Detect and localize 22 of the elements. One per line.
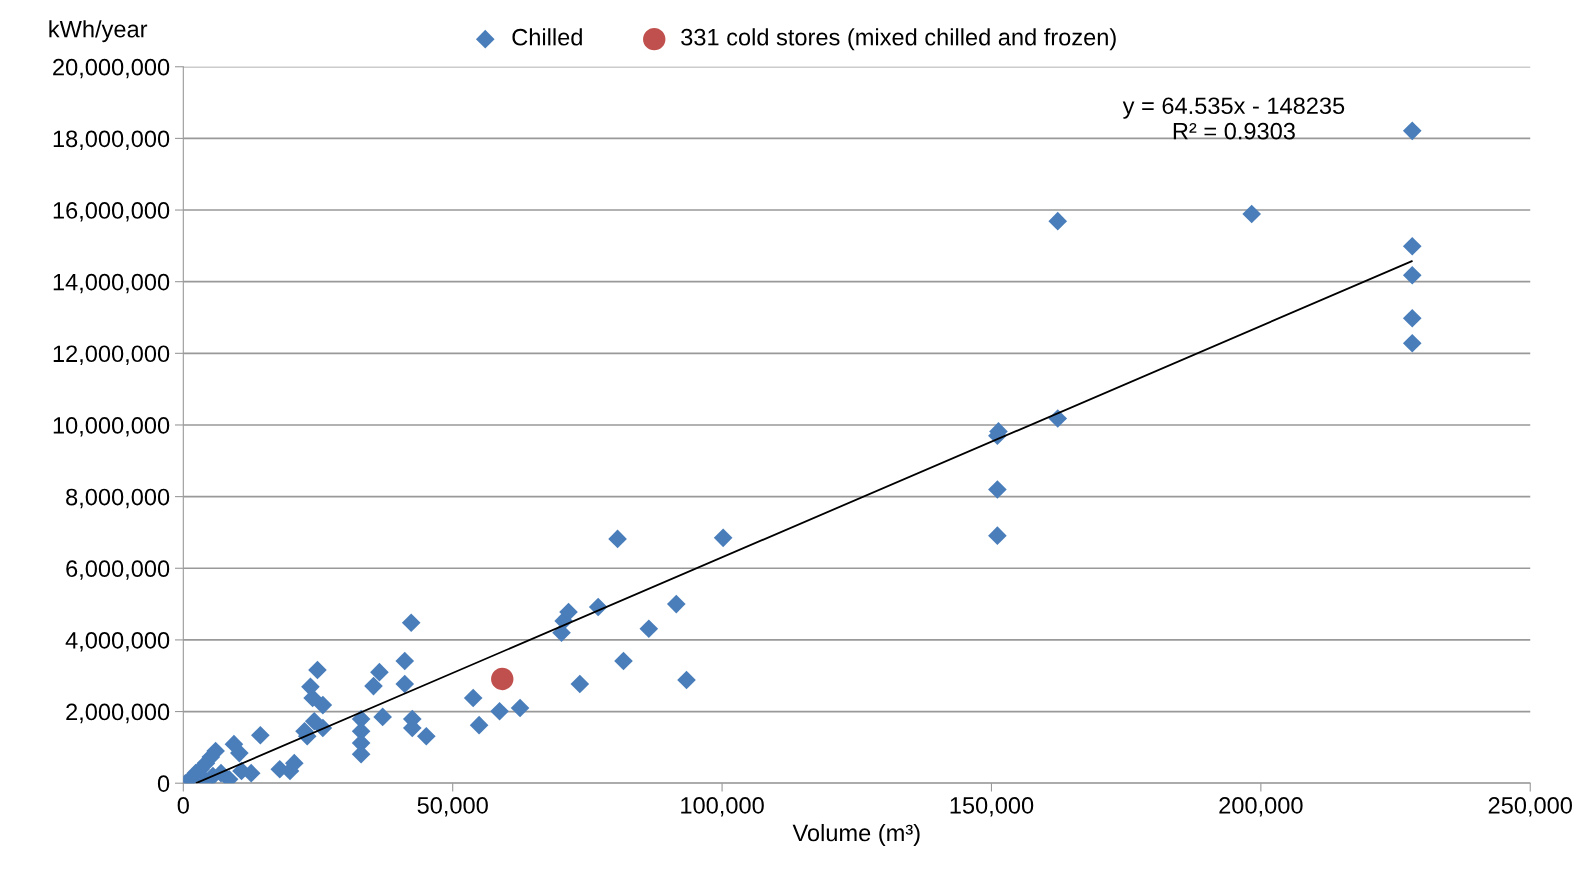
x-axis-title: Volume (m³) bbox=[792, 823, 920, 846]
annotation: y = 64.535x - 148235 R² = 0.9303 bbox=[1122, 97, 1345, 140]
y-tick-label: 14,000,000 bbox=[53, 273, 170, 294]
y-tick-label: 10,000,000 bbox=[53, 417, 170, 437]
x-tick-label: 50,000 bbox=[417, 797, 488, 817]
legend-label: Chilled bbox=[512, 28, 582, 46]
y-tick-label: 0 bbox=[157, 775, 170, 792]
legend-label: 331 cold stores (mixed chilled and frozen) bbox=[681, 28, 1116, 51]
y-tick-label: 16,000,000 bbox=[53, 202, 170, 222]
y-tick-label: 8,000,000 bbox=[66, 488, 170, 509]
y-tick-label: 2,000,000 bbox=[66, 703, 170, 724]
y-tick-label: 6,000,000 bbox=[66, 560, 170, 580]
x-tick-label: 150,000 bbox=[950, 797, 1034, 817]
x-tick-label: 200,000 bbox=[1219, 797, 1303, 817]
y-tick-label: 4,000,000 bbox=[65, 631, 170, 652]
x-tick-label: 0 bbox=[177, 797, 189, 814]
y-axis-title: kWh/year bbox=[49, 20, 148, 43]
x-tick-label: 250,000 bbox=[1488, 797, 1572, 817]
y-tick-label: 18,000,000 bbox=[53, 130, 170, 150]
y-tick-label: 20,000,000 bbox=[53, 58, 170, 79]
x-tick-label: 100,000 bbox=[681, 797, 764, 817]
y-tick-label: 12,000,000 bbox=[53, 345, 170, 365]
